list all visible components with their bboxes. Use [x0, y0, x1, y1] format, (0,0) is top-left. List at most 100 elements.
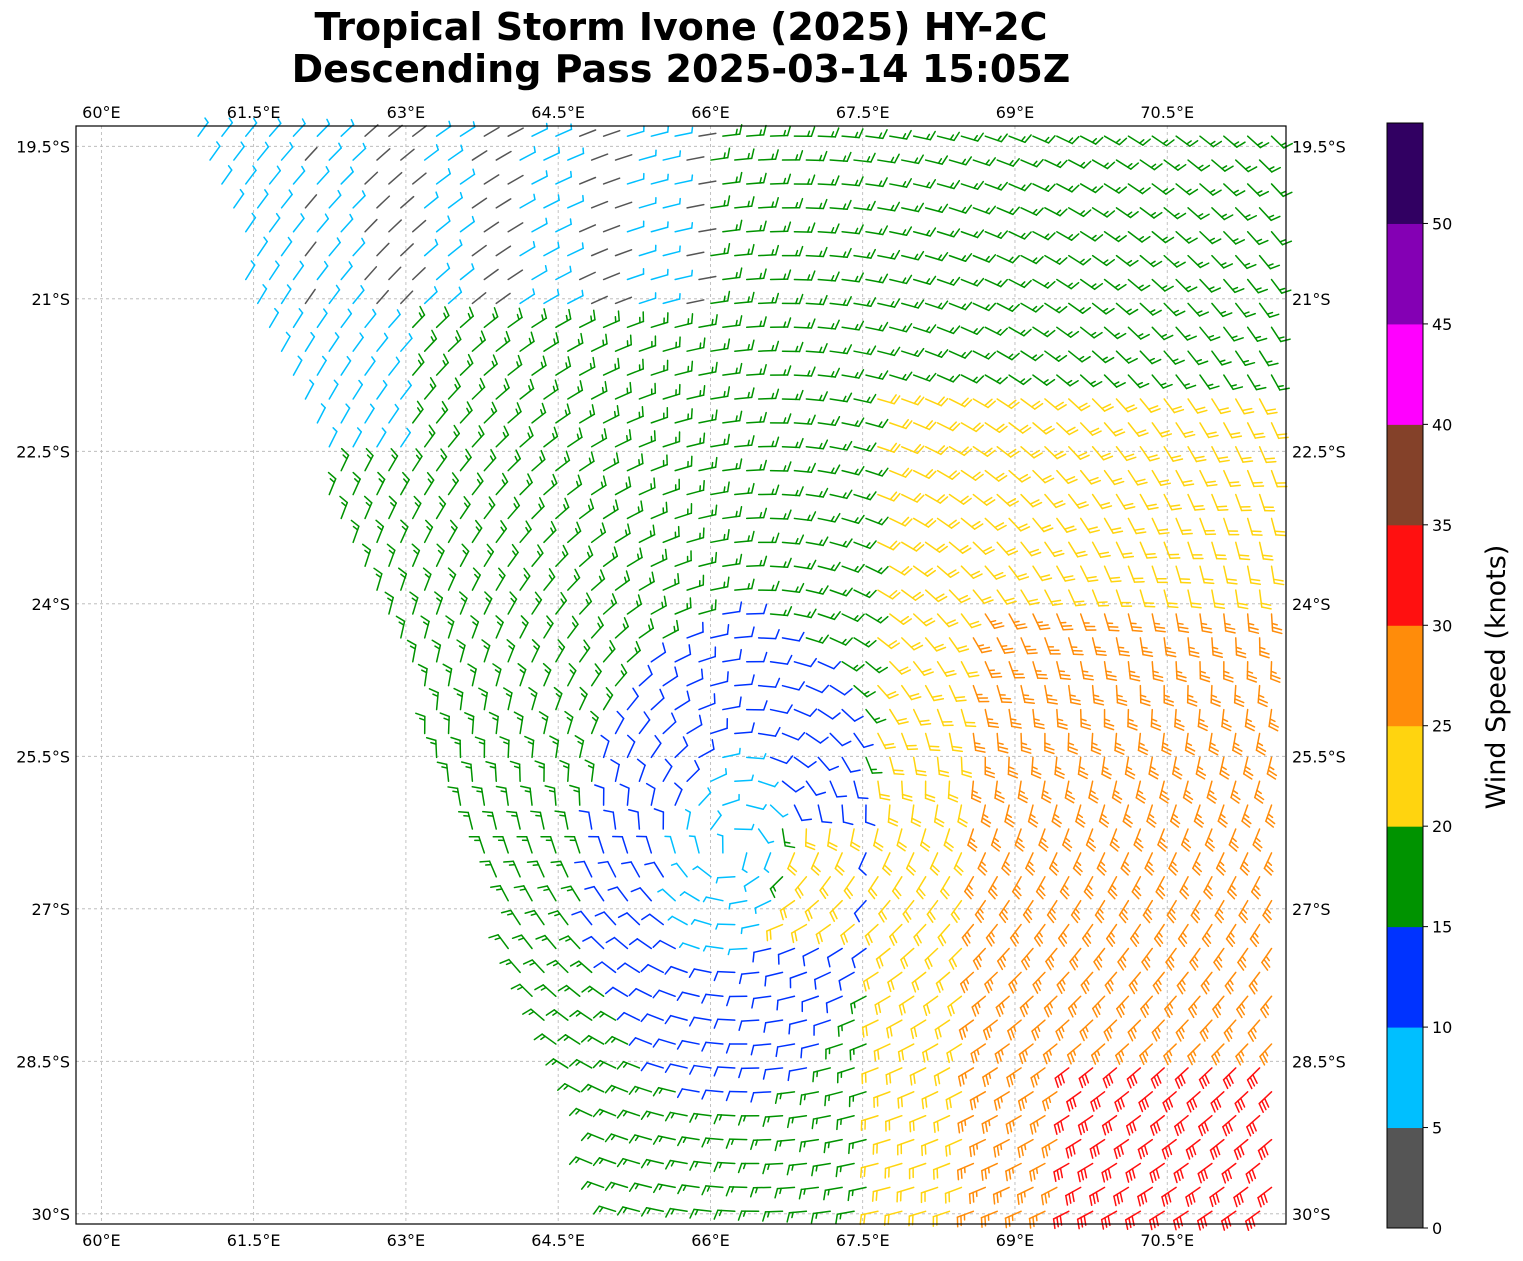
wind-barb: [1257, 1138, 1273, 1161]
wind-barb: [509, 760, 521, 782]
wind-barb: [812, 1067, 831, 1083]
lon-tick-bottom: 64.5°E: [531, 1231, 585, 1250]
wind-barb: [1079, 613, 1097, 631]
wind-barb: [1254, 780, 1265, 804]
wind-barb: [316, 260, 329, 281]
lat-tick-left: 30°S: [31, 1205, 70, 1224]
wind-barb: [1214, 899, 1225, 924]
wind-barb: [958, 1019, 975, 1040]
wind-barb: [447, 567, 457, 591]
wind-barb: [483, 591, 493, 615]
wind-barb: [384, 591, 394, 615]
wind-barb: [464, 712, 475, 735]
wind-barb: [1107, 876, 1118, 900]
wind-barb: [841, 804, 854, 826]
wind-barb: [722, 458, 743, 472]
wind-barb: [590, 428, 608, 448]
wind-barb: [495, 330, 511, 352]
wind-barb: [1029, 1114, 1046, 1135]
colorbar-bin: [1387, 1027, 1423, 1129]
wind-barb: [1215, 852, 1226, 876]
lat-tick-right: 22.5°S: [1292, 442, 1346, 461]
wind-barb: [972, 302, 997, 312]
wind-barb: [698, 180, 717, 185]
wind-barb: [616, 1206, 641, 1216]
wind-barb: [304, 379, 315, 400]
wind-barb: [757, 726, 781, 737]
wind-barb: [877, 394, 901, 405]
wind-barb: [948, 637, 970, 653]
lat-tick-left: 28.5°S: [16, 1052, 70, 1071]
wind-barb: [602, 452, 620, 472]
wind-barb: [1223, 278, 1245, 294]
wind-barb: [757, 484, 780, 496]
wind-barb: [1258, 350, 1279, 367]
wind-barb: [912, 756, 927, 777]
wind-barb: [889, 178, 912, 188]
wind-barb: [1056, 661, 1071, 680]
wind-barb: [1030, 1067, 1046, 1088]
wind-barb: [926, 899, 939, 923]
wind-barb: [908, 1162, 927, 1180]
wind-barb: [580, 1034, 605, 1045]
wind-barb: [961, 923, 975, 947]
wind-barb: [616, 1011, 641, 1021]
wind-barb: [364, 266, 378, 281]
wind-barb: [435, 167, 451, 185]
wind-barb: [889, 756, 905, 776]
wind-barb: [362, 543, 372, 567]
wind-barb: [817, 708, 841, 720]
wind-barb: [912, 469, 937, 479]
wind-barb: [924, 445, 949, 456]
wind-barb: [1242, 756, 1254, 780]
wind-barb: [745, 555, 768, 567]
wind-barb: [738, 1067, 760, 1079]
wind-barb: [1246, 278, 1269, 294]
wind-barb: [1091, 446, 1114, 461]
wind-barb: [1068, 589, 1087, 607]
wind-barb: [841, 176, 864, 187]
wind-barb: [1223, 326, 1244, 342]
wind-barb: [1174, 708, 1185, 731]
wind-barb: [1139, 541, 1158, 559]
wind-barb: [1079, 183, 1104, 194]
wind-barb: [1019, 995, 1034, 1018]
wind-barb: [1270, 183, 1293, 198]
wind-barb: [1246, 422, 1266, 439]
colorbar-bin: [1387, 524, 1423, 626]
wind-barb: [662, 197, 681, 209]
wind-barb: [1146, 804, 1157, 828]
wind-barb: [1270, 135, 1293, 149]
wind-barb: [805, 343, 828, 354]
wind-barb: [793, 126, 816, 137]
wind-barb: [757, 629, 780, 640]
wind-barb: [817, 319, 840, 330]
wind-barb: [865, 756, 883, 774]
wind-barb: [652, 1038, 676, 1048]
wind-barb: [924, 684, 945, 702]
wind-barb: [1237, 947, 1249, 971]
wind-barb: [626, 500, 644, 520]
map-gridlines: [76, 126, 1286, 1224]
wind-barb: [1020, 589, 1040, 606]
wind-barb: [722, 315, 743, 329]
wind-barb: [769, 804, 789, 818]
wind-barb: [1022, 899, 1034, 924]
wind-barb: [376, 471, 386, 496]
wind-barb: [453, 687, 464, 711]
wind-barb: [1249, 923, 1261, 948]
wind-barb: [640, 1207, 664, 1217]
wind-barb: [645, 782, 656, 806]
wind-barb: [817, 512, 841, 523]
wind-barb: [1032, 135, 1056, 144]
wind-barb: [1270, 469, 1288, 488]
wind-barb: [745, 459, 767, 472]
wind-barb: [1211, 254, 1234, 269]
wind-barb: [483, 401, 498, 424]
wind-barb: [507, 354, 523, 376]
wind-barb: [388, 266, 402, 281]
wind-barb: [1109, 828, 1120, 852]
wind-barb: [590, 522, 607, 544]
wind-barb: [1185, 1186, 1201, 1207]
wind-barb: [1270, 661, 1281, 683]
